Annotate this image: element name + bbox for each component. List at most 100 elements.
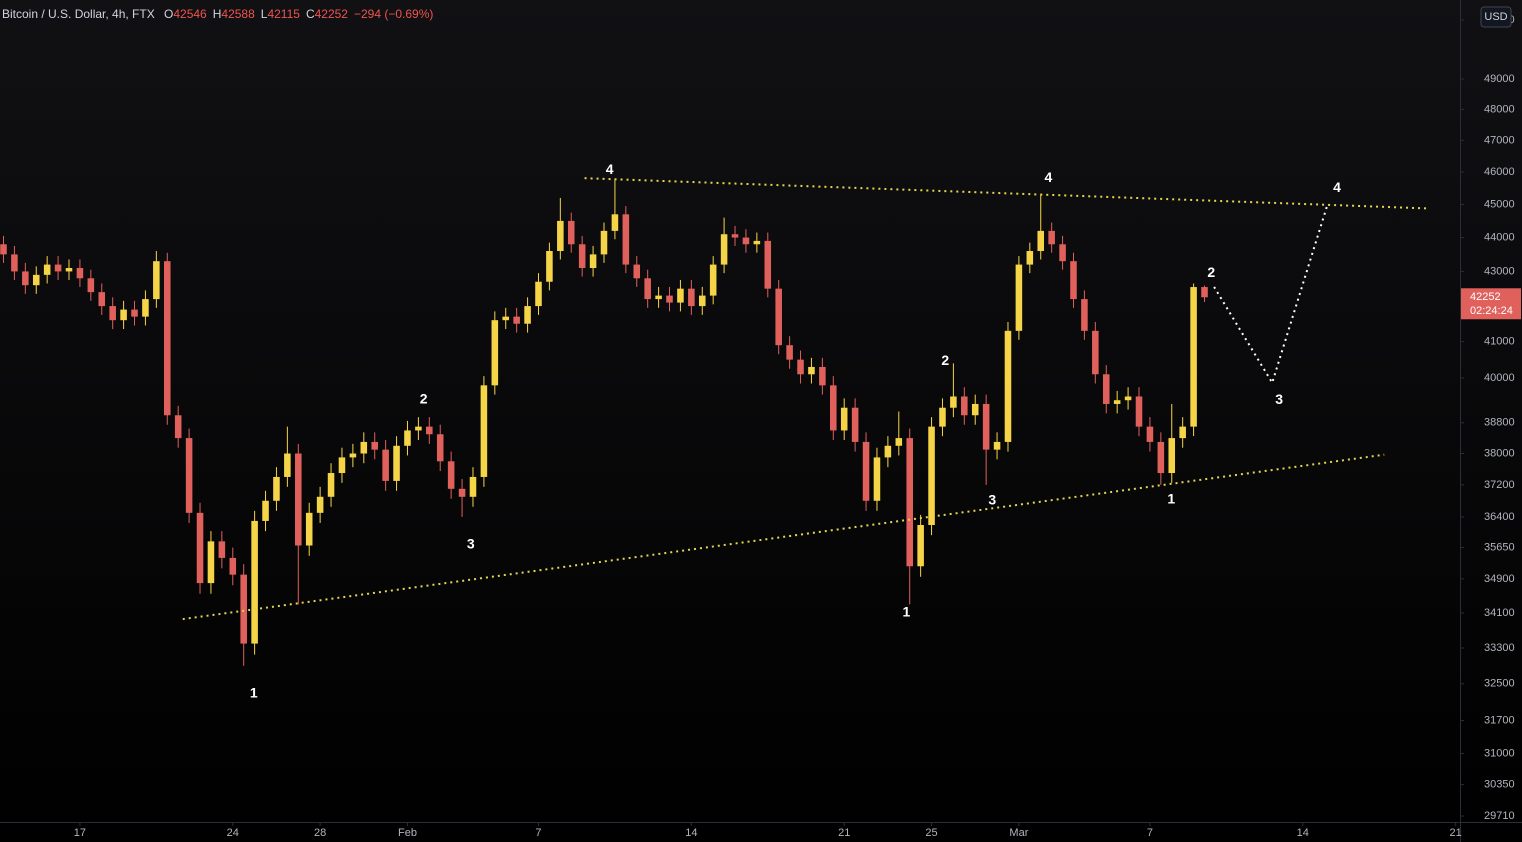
y-tick-label: 29710 [1484, 810, 1515, 822]
axes: 2971030350310003170032500333003410034900… [74, 14, 1515, 839]
candle-body [535, 281, 542, 307]
candle-body [557, 220, 564, 252]
candle-body [327, 473, 335, 497]
candle-body [971, 403, 979, 416]
wave-label: 4 [606, 161, 614, 177]
candle-body [939, 407, 946, 427]
candle-body [567, 220, 575, 245]
candle-body [316, 496, 324, 513]
y-tick-label: 35650 [1484, 541, 1515, 553]
x-tick-label: 25 [925, 827, 937, 839]
header: Bitcoin / U.S. Dollar, 4h, FTX O 42546 H 42… [2, 7, 433, 21]
candle-body [163, 261, 171, 416]
candle-body [644, 278, 651, 300]
candle-body [808, 366, 815, 375]
candle-body [578, 244, 586, 269]
candle-body [87, 278, 95, 293]
y-tick-label: 41000 [1484, 335, 1515, 347]
y-tick-label: 36400 [1484, 511, 1515, 523]
candle-body [917, 524, 924, 567]
y-tick-label: 33300 [1484, 642, 1515, 654]
candle-body [502, 316, 510, 321]
candle-body [1190, 287, 1197, 427]
candle-body [284, 453, 291, 477]
candle-body [742, 237, 750, 245]
x-tick-label: 14 [685, 827, 697, 839]
candle-body [797, 359, 804, 375]
y-tick-label: 45000 [1484, 198, 1515, 210]
x-tick-label: 7 [535, 827, 541, 839]
candle-body [174, 415, 182, 439]
candle-body [1059, 244, 1066, 262]
wave-label: 2 [420, 391, 428, 407]
x-tick-label: 24 [227, 827, 239, 839]
candle-body [196, 512, 204, 584]
candle-body [207, 541, 215, 584]
candle-body [633, 264, 641, 279]
candle-body [906, 438, 913, 567]
candle-body [349, 453, 357, 458]
candle-body [819, 366, 826, 386]
candle-body [1048, 230, 1055, 245]
x-tick-label: 21 [1450, 827, 1462, 839]
candle-body [273, 476, 280, 501]
candle-body [666, 295, 673, 303]
candle-body [928, 426, 935, 525]
ohlc-value: 42546 [173, 7, 207, 21]
wave-label: 4 [1044, 169, 1052, 185]
candle-body [720, 234, 728, 265]
candle-body [371, 441, 378, 450]
candle-body [961, 396, 968, 416]
y-tick-label: 40000 [1484, 372, 1515, 384]
candle-body [982, 403, 990, 450]
candle-body [0, 244, 7, 255]
candle-body [1179, 426, 1186, 439]
y-tick-label: 47000 [1484, 134, 1515, 146]
candle-body [830, 385, 837, 431]
candle-body [1146, 426, 1154, 442]
candle-body [1026, 251, 1034, 265]
y-tick-label: 49000 [1484, 73, 1515, 85]
x-tick-label: 28 [314, 827, 326, 839]
candle-body [775, 288, 782, 346]
candle-body [458, 488, 466, 497]
candle-body [1157, 441, 1165, 474]
candle-body [1168, 438, 1176, 474]
candle-body [698, 295, 706, 307]
ohlc-label: O [164, 7, 173, 21]
candle-body [1004, 330, 1012, 442]
candle-body [43, 264, 51, 275]
y-tick-label: 34900 [1484, 573, 1515, 585]
last-price-badge: 42252 02:24:24 [1461, 288, 1521, 320]
candle-body [513, 316, 520, 324]
candle-body [491, 320, 499, 386]
candle-body [436, 434, 444, 462]
y-tick-label: 34100 [1484, 607, 1515, 619]
candle-body [11, 254, 18, 272]
y-tick-label: 46000 [1484, 166, 1515, 178]
currency-box [1480, 6, 1512, 28]
candle-body [589, 254, 597, 269]
y-tick-label: 44000 [1484, 231, 1515, 243]
trend-line [584, 177, 1427, 210]
candle-body [655, 295, 662, 300]
candle-body [1037, 230, 1045, 252]
candle-body [98, 292, 106, 307]
candle-body [993, 441, 1001, 450]
wave-label: 3 [1275, 391, 1283, 407]
ohlc-label: C [306, 7, 315, 21]
wave-label: 2 [941, 352, 949, 368]
y-tick-label: 30350 [1484, 779, 1515, 791]
candle-body [131, 309, 138, 317]
candle-body [142, 299, 149, 317]
candle-body [786, 345, 793, 360]
candle-body [338, 457, 346, 474]
y-tick-label: 32500 [1484, 678, 1515, 690]
candle-body [524, 306, 531, 324]
trend-line [1213, 205, 1329, 386]
candle-body [764, 240, 772, 289]
candle-body [262, 500, 269, 521]
candle-body [851, 407, 859, 442]
